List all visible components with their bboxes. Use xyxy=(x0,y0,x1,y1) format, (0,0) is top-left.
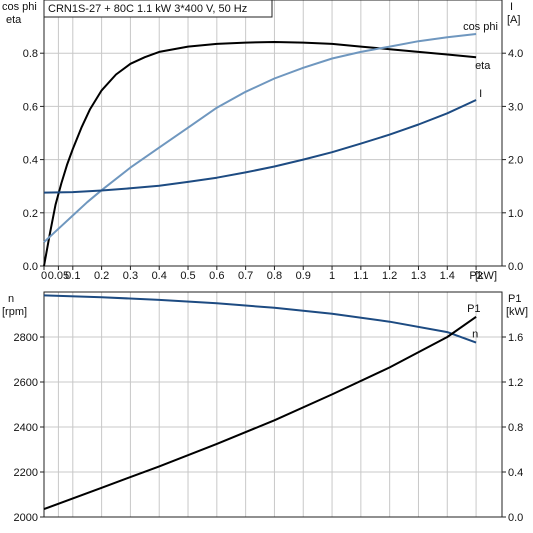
x-tick-label: 1.4 xyxy=(440,270,455,282)
top-right-tick-label: 2.0 xyxy=(508,155,523,167)
x-tick-label: 0.3 xyxy=(123,270,138,282)
x-tick-label: 0.2 xyxy=(94,270,109,282)
x-tick-label: P2 xyxy=(469,270,482,282)
x-tick-label: 1 xyxy=(329,270,335,282)
top-left-tick-label: 0.4 xyxy=(23,155,38,167)
chart-title: CRN1S-27 + 80C 1.1 kW 3*400 V, 50 Hz xyxy=(48,3,247,15)
top-right-tick-label: 4.0 xyxy=(508,48,523,60)
title-box xyxy=(43,0,273,18)
top-right-axis-label-2: [A] xyxy=(507,14,520,26)
x-tick-label: 0.5 xyxy=(180,270,195,282)
x-tick-label: 1.1 xyxy=(353,270,368,282)
bottom-right-tick-label: 0.0 xyxy=(508,512,523,524)
top-right-tick-label: 1.0 xyxy=(508,208,523,220)
bottom-left-axis-label-2: [rpm] xyxy=(2,306,27,318)
series-label-i: I xyxy=(479,88,482,100)
series-label-cos-phi: cos phi xyxy=(463,21,498,33)
series-label-p1: P1 xyxy=(467,303,480,315)
bottom-left-axis-label-1: n xyxy=(8,293,14,305)
series-line-p1 xyxy=(43,315,477,511)
x-tick-label: 1.3 xyxy=(411,270,426,282)
x-tick-label: 1.2 xyxy=(382,270,397,282)
bottom-right-tick-label: 1.6 xyxy=(508,332,523,344)
series-line-cos-phi xyxy=(43,33,477,243)
x-axis-unit-label: [kW] xyxy=(475,270,497,282)
x-tick-label: 0.05 xyxy=(48,270,69,282)
top-panel: CRN1S-27 + 80C 1.1 kW 3*400 V, 50 Hz cos… xyxy=(2,0,523,282)
top-right-axis-label-1: I xyxy=(510,1,513,13)
bottom-panel: n [rpm] P1 [kW] 2000 2200 2400 2600 2800 0.0 0… xyxy=(2,291,528,524)
top-left-axis-label-2: eta xyxy=(6,14,22,26)
x-tick-label: 0.1 xyxy=(65,270,80,282)
series-label-n: n xyxy=(472,329,478,341)
bottom-right-tick-label: 0.4 xyxy=(508,467,523,479)
top-left-tick-label: 0.6 xyxy=(23,101,38,113)
bottom-left-tick-label: 2600 xyxy=(14,377,38,389)
x-tick-label: 0.6 xyxy=(209,270,224,282)
x-tick-label: 0.8 xyxy=(267,270,282,282)
x-tick-label: 0 xyxy=(41,270,47,282)
bottom-right-axis-label-1: P1 xyxy=(508,293,521,305)
series-line-i xyxy=(43,99,477,194)
top-right-tick-label: 3.0 xyxy=(508,101,523,113)
series-line-n xyxy=(43,294,477,344)
top-left-tick-label: 0.0 xyxy=(23,261,38,273)
top-plot-frame xyxy=(43,0,503,267)
bottom-right-axis-label-2: [kW] xyxy=(506,306,528,318)
series-label-eta: eta xyxy=(475,60,491,72)
top-right-tick-label: 0.0 xyxy=(508,261,523,273)
top-left-tick-label: 0.8 xyxy=(23,48,38,60)
series-line-eta xyxy=(43,41,477,267)
x-tick-label: 0.4 xyxy=(152,270,167,282)
bottom-left-tick-label: 2400 xyxy=(14,422,38,434)
bottom-right-tick-label: 1.2 xyxy=(508,377,523,389)
bottom-left-tick-label: 2800 xyxy=(14,332,38,344)
x-tick-label: 0.9 xyxy=(296,270,311,282)
bottom-left-tick-label: 2200 xyxy=(14,467,38,479)
bottom-left-tick-label: 2000 xyxy=(14,512,38,524)
top-left-axis-label-1: cos phi xyxy=(2,1,37,13)
bottom-right-tick-label: 0.8 xyxy=(508,422,523,434)
top-left-tick-label: 0.2 xyxy=(23,208,38,220)
x-tick-label: 0.7 xyxy=(238,270,253,282)
bottom-plot-frame xyxy=(43,291,503,518)
